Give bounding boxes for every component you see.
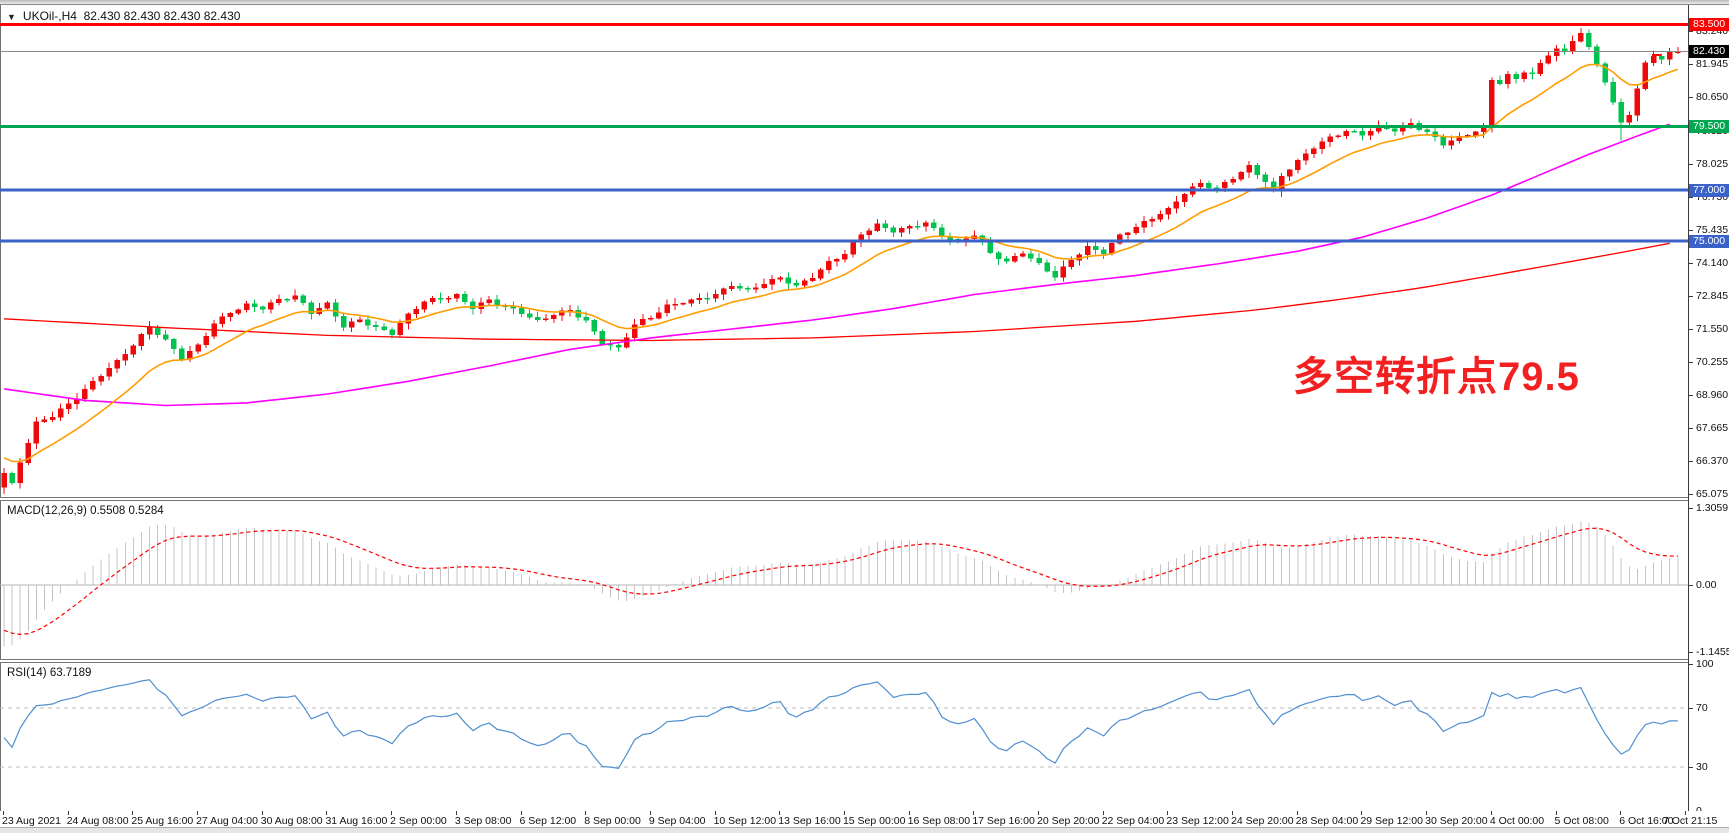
time-tick — [649, 811, 651, 815]
time-tick — [779, 811, 781, 815]
price-badge-82.430: 82.430 — [1689, 45, 1729, 59]
time-label: 4 Oct 00:00 — [1489, 815, 1545, 827]
price-tick-74.140: 74.140 — [1689, 257, 1729, 269]
time-label: 20 Sep 20:00 — [1037, 815, 1100, 827]
time-label: 23 Aug 2021 — [2, 815, 61, 827]
time-label: 22 Sep 04:00 — [1101, 815, 1165, 827]
time-label: 24 Aug 08:00 — [66, 815, 129, 827]
price-tick-80.650: 80.650 — [1689, 91, 1729, 103]
time-tick — [391, 811, 393, 815]
chart-title: ▼ UKOil-,H4 82.430 82.430 82.430 82.430 — [7, 9, 240, 23]
time-label: 16 Sep 08:00 — [907, 815, 971, 827]
time-label: 13 Sep 16:00 — [778, 815, 841, 827]
window-bottom-edge — [0, 827, 1729, 833]
symbol-timeframe-label: UKOil-,H4 — [22, 9, 77, 23]
ohlc-quote-label: 82.430 82.430 82.430 82.430 — [83, 9, 241, 23]
price-scale-axis[interactable]: 83.24081.94580.65079.32078.02576.73075.4… — [1688, 5, 1729, 817]
time-tick — [67, 811, 69, 815]
last-price-marker — [1652, 53, 1661, 56]
time-tick — [261, 811, 263, 815]
rsi-scale-70: 70 — [1689, 702, 1729, 714]
price-tick-67.665: 67.665 — [1689, 422, 1729, 434]
price-badge-75.000: 75.000 — [1689, 234, 1729, 248]
price-tick-68.960: 68.960 — [1689, 389, 1729, 401]
time-label: 9 Sep 04:00 — [648, 815, 706, 827]
time-label: 29 Sep 12:00 — [1360, 815, 1423, 827]
time-tick — [132, 811, 134, 815]
time-tick — [1684, 811, 1686, 815]
rsi-label: RSI(14) 63.7189 — [7, 667, 92, 679]
time-scale-axis[interactable]: 23 Aug 2021 24 Aug 08:00 25 Aug 16:00 27 Au… — [0, 811, 1729, 827]
window-left-edge — [0, 5, 1, 827]
time-label: 5 Oct 08:00 — [1554, 815, 1609, 827]
price-badge-79.500: 79.500 — [1689, 119, 1729, 133]
main-macd-splitter[interactable] — [0, 497, 1729, 501]
time-tick — [1102, 811, 1104, 815]
price-badge-83.500: 83.500 — [1689, 17, 1729, 31]
window-top-edge — [0, 0, 1729, 5]
time-tick — [1490, 811, 1492, 815]
time-tick — [1038, 811, 1039, 815]
time-tick — [1232, 811, 1234, 815]
time-tick — [1426, 811, 1428, 815]
time-label: 8 Sep 00:00 — [584, 815, 641, 827]
price-tick-70.255: 70.255 — [1689, 356, 1729, 368]
macd-label: MACD(12,26,9) 0.5508 0.5284 — [7, 505, 164, 517]
time-tick — [326, 811, 328, 815]
price-tick-78.025: 78.025 — [1689, 158, 1729, 170]
price-tick-72.845: 72.845 — [1689, 290, 1729, 302]
time-label: 30 Sep 20:00 — [1425, 815, 1488, 827]
macd-scale--1.1455: -1.1455 — [1689, 646, 1729, 658]
time-tick — [197, 811, 199, 815]
price-tick-65.075: 65.075 — [1689, 488, 1729, 500]
time-tick — [520, 811, 522, 815]
price-badge-77.000: 77.000 — [1689, 183, 1729, 197]
price-tick-66.370: 66.370 — [1689, 455, 1729, 467]
price-tick-71.550: 71.550 — [1689, 323, 1729, 335]
time-label: 31 Aug 16:00 — [325, 815, 388, 827]
time-label: 17 Sep 16:00 — [972, 815, 1035, 827]
macd-rsi-splitter[interactable] — [0, 659, 1729, 663]
rsi-scale-100: 100 — [1689, 658, 1729, 670]
rsi-scale-30: 30 — [1689, 761, 1729, 773]
time-tick — [455, 811, 457, 815]
time-label: 24 Sep 20:00 — [1231, 815, 1294, 827]
time-tick — [714, 811, 716, 815]
macd-scale-1.3059: 1.3059 — [1689, 502, 1729, 514]
time-tick — [1167, 811, 1169, 815]
time-label: 27 Aug 04:00 — [196, 815, 258, 827]
time-label: 15 Sep 00:00 — [842, 815, 906, 827]
time-tick — [973, 811, 975, 815]
time-tick — [1361, 811, 1363, 815]
time-label: 10 Sep 12:00 — [713, 815, 777, 827]
time-label: 23 Sep 12:00 — [1166, 815, 1229, 827]
time-tick — [1620, 811, 1622, 815]
time-label: 3 Sep 08:00 — [454, 815, 512, 827]
symbol-dropdown-icon[interactable]: ▼ — [7, 12, 16, 22]
time-tick — [585, 811, 587, 815]
time-label: 6 Oct 16:00 — [1619, 815, 1674, 827]
time-label: 7 Oct 21:15 — [1663, 815, 1718, 827]
time-label: 2 Sep 00:00 — [390, 815, 447, 827]
price-tick-75.435: 75.435 — [1689, 224, 1729, 236]
time-tick — [908, 811, 910, 815]
annotation-text[interactable]: 多空转折点79.5 — [1293, 355, 1580, 399]
price-tick-81.945: 81.945 — [1689, 58, 1729, 70]
time-label: 28 Sep 04:00 — [1295, 815, 1359, 827]
macd-scale-0.00: 0.00 — [1689, 579, 1729, 591]
time-label: 30 Aug 08:00 — [260, 815, 323, 827]
time-label: 6 Sep 12:00 — [519, 815, 577, 827]
time-tick — [3, 811, 4, 815]
time-tick — [1555, 811, 1557, 815]
time-label: 25 Aug 16:00 — [131, 815, 194, 827]
time-tick — [843, 811, 845, 815]
time-tick — [1296, 811, 1298, 815]
